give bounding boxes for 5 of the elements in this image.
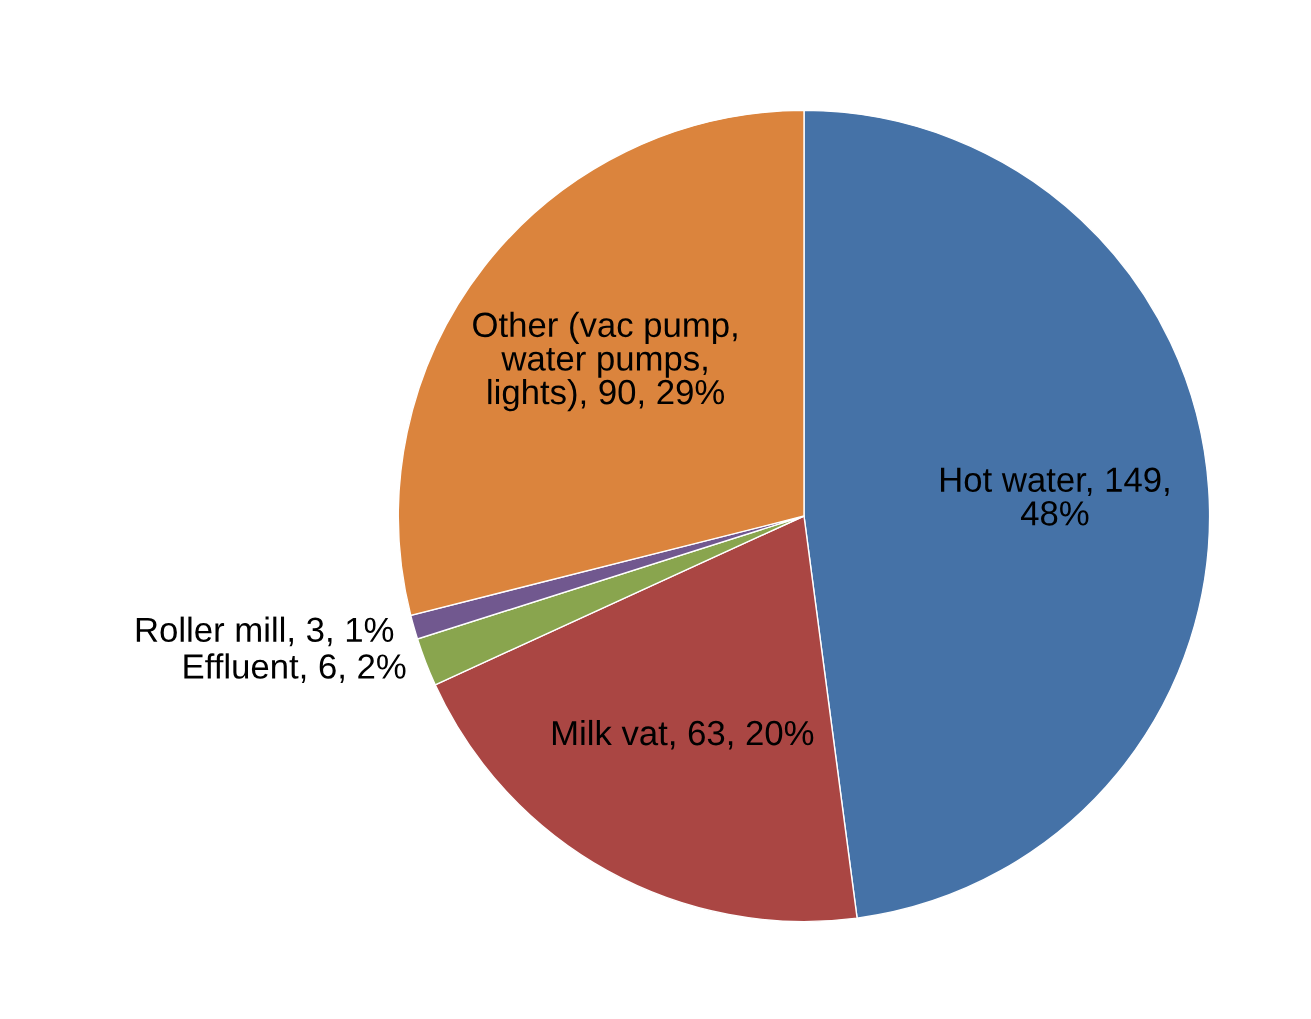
slice-label: Other (vac pump, water pumps, lights), 90, 29% bbox=[473, 311, 737, 412]
slice-label: Roller mill, 3, 1% bbox=[136, 616, 394, 647]
slice-label: Effluent, 6, 2% bbox=[184, 653, 406, 683]
slice-label: Hot water, 149, 48% bbox=[941, 467, 1169, 526]
slice-label: Milk vat, 63, 20% bbox=[552, 719, 814, 750]
